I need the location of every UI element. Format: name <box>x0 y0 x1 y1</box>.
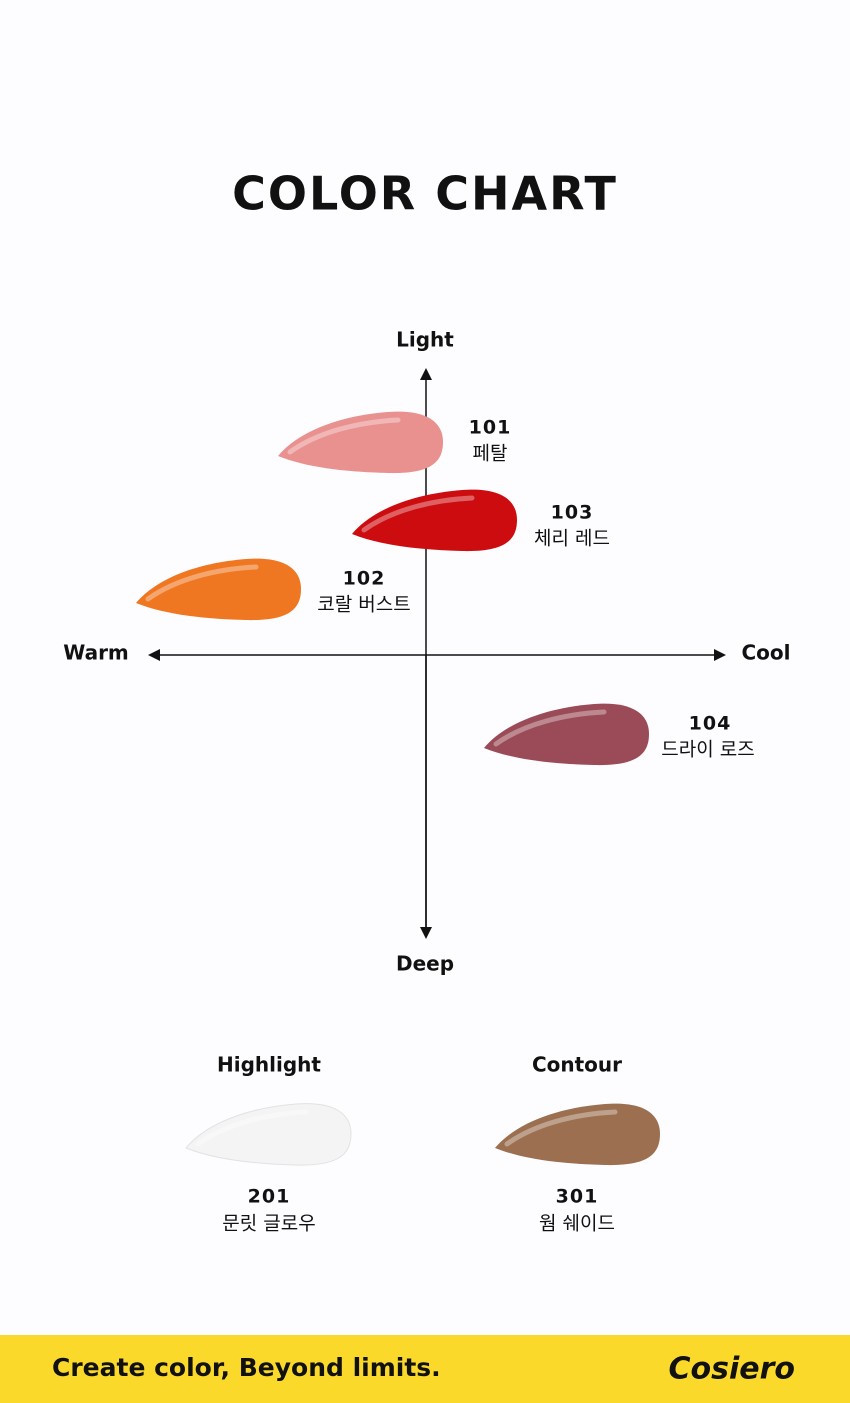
axis-label-right: Cool <box>741 641 790 665</box>
section-heading: Contour <box>532 1053 622 1077</box>
swatch-name: 드라이 로즈 <box>661 739 754 761</box>
footer-bar <box>0 1335 850 1403</box>
swatch <box>484 703 649 766</box>
axis-label-top: Light <box>396 328 454 352</box>
swatch-name: 문릿 글로우 <box>222 1213 315 1235</box>
swatch-code: 102 <box>343 568 386 590</box>
swatch-code: 103 <box>551 502 594 524</box>
swatch <box>185 1103 352 1166</box>
swatch-code: 104 <box>689 713 732 735</box>
tagline: Create color, Beyond limits. <box>52 1353 441 1382</box>
swatch-name: 웜 쉐이드 <box>539 1213 615 1235</box>
axis-label-left: Warm <box>63 641 129 665</box>
swatch-code: 101 <box>469 417 512 439</box>
swatch-code: 301 <box>556 1186 599 1208</box>
axis-label-bottom: Deep <box>396 952 454 976</box>
swatch <box>352 489 517 552</box>
swatch <box>278 411 443 474</box>
section-heading: Highlight <box>217 1053 321 1077</box>
swatch <box>136 558 301 621</box>
swatch-name: 코랄 버스트 <box>317 594 410 616</box>
title: COLOR CHART <box>232 167 618 221</box>
swatch-name: 체리 레드 <box>534 528 610 550</box>
brand: Cosiero <box>668 1352 795 1387</box>
swatch-name: 페탈 <box>473 443 508 465</box>
swatch <box>495 1103 660 1166</box>
swatch-code: 201 <box>248 1186 291 1208</box>
